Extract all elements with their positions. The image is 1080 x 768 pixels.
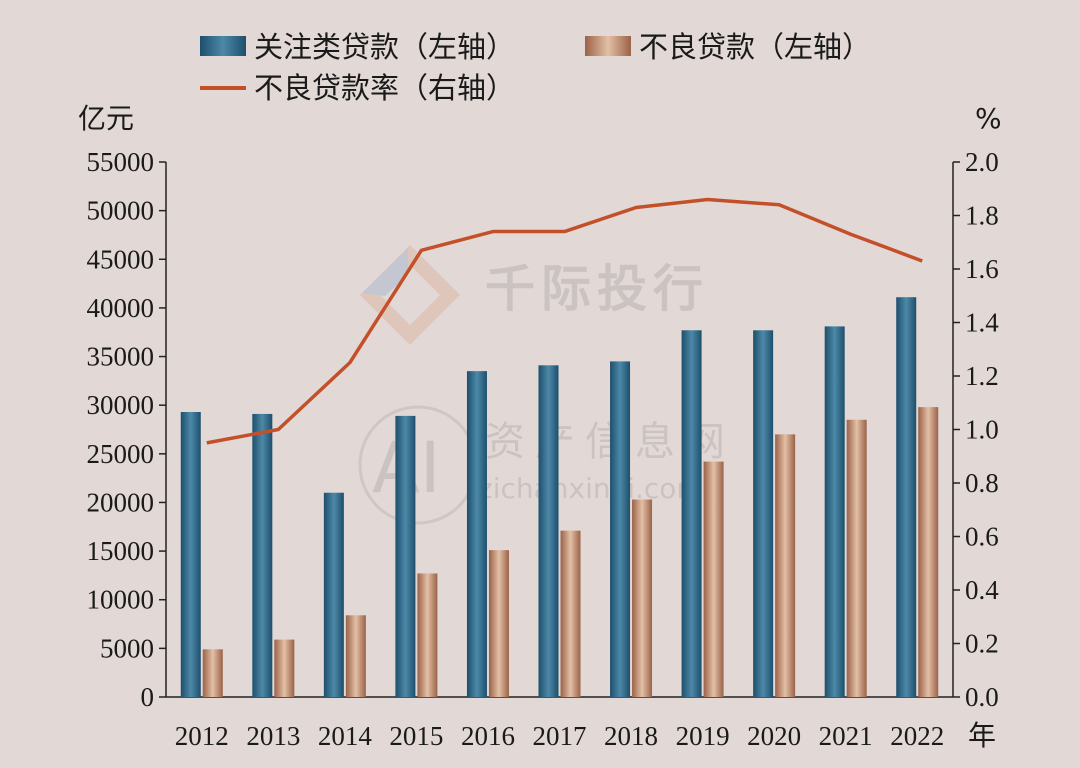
legend-swatch-blue xyxy=(200,36,246,56)
left-tick-label: 55000 xyxy=(87,147,155,177)
right-tick-label: 0.0 xyxy=(965,682,999,712)
bar-npl xyxy=(274,639,295,697)
left-axis-ticks: 0 5000 10000 15000 20000 25000 30000 35000 40000… xyxy=(87,147,166,712)
legend-label-0: 关注类贷款（左轴） xyxy=(254,30,515,64)
bar-npl xyxy=(417,573,438,697)
bar-attention-loans xyxy=(610,361,631,697)
left-tick-label: 50000 xyxy=(87,196,155,226)
bar-npl xyxy=(703,461,724,697)
right-tick-label: 1.8 xyxy=(965,201,999,231)
bar-attention-loans xyxy=(753,330,774,697)
bar-attention-loans xyxy=(466,371,487,697)
left-tick-label: 30000 xyxy=(87,390,155,420)
right-tick-label: 0.6 xyxy=(965,522,999,552)
left-tick-label: 15000 xyxy=(87,536,155,566)
watermark-logo-icon xyxy=(360,245,460,345)
left-tick-label: 40000 xyxy=(87,293,155,323)
left-axis-unit: 亿元 xyxy=(78,102,134,135)
bar-attention-loans xyxy=(896,297,917,697)
right-tick-label: 2.0 xyxy=(965,147,999,177)
x-tick-label: 2013 xyxy=(246,721,300,751)
right-axis-ticks: 0.0 0.2 0.4 0.6 0.8 1.0 1.2 1.4 1.6 1.8 2.0 xyxy=(953,147,999,712)
right-tick-label: 0.8 xyxy=(965,468,999,498)
bar-npl xyxy=(202,649,223,697)
right-tick-label: 1.2 xyxy=(965,361,999,391)
left-tick-label: 5000 xyxy=(100,633,154,663)
bar-attention-loans xyxy=(395,415,416,697)
x-tick-label: 2020 xyxy=(747,721,801,751)
legend-swatch-tan xyxy=(585,36,631,56)
bar-attention-loans xyxy=(538,365,559,697)
x-tick-label: 2022 xyxy=(890,721,944,751)
right-axis-unit: % xyxy=(975,102,1002,135)
x-axis-ticks: 2012 2013 2014 2015 2016 2017 2018 2019 2020 2021… xyxy=(175,721,944,751)
right-tick-label: 0.4 xyxy=(965,575,999,605)
bar-npl xyxy=(560,530,581,697)
x-tick-label: 2015 xyxy=(389,721,443,751)
bar-attention-loans xyxy=(323,492,344,697)
left-tick-label: 25000 xyxy=(87,439,155,469)
left-tick-label: 10000 xyxy=(87,585,155,615)
watermark-site-url: zichanxinxi.com xyxy=(478,472,704,505)
bar-npl xyxy=(775,434,796,697)
legend-label-2: 不良贷款率（右轴） xyxy=(254,71,515,105)
x-tick-label: 2021 xyxy=(819,721,873,751)
x-tick-label: 2012 xyxy=(175,721,229,751)
bar-npl xyxy=(345,615,366,697)
line-series xyxy=(206,197,923,445)
left-tick-label: 20000 xyxy=(87,487,155,517)
left-tick-label: 0 xyxy=(141,682,155,712)
legend: 关注类贷款（左轴） 不良贷款（左轴） 不良贷款率（右轴） xyxy=(200,30,871,105)
watermark-brand: 千际投行 xyxy=(485,260,709,318)
bar-npl xyxy=(632,499,653,697)
right-tick-label: 1.0 xyxy=(965,415,999,445)
bar-attention-loans xyxy=(252,413,273,697)
bar-npl xyxy=(918,407,939,697)
right-tick-label: 0.2 xyxy=(965,629,999,659)
left-tick-label: 45000 xyxy=(87,244,155,274)
x-axis-unit: 年 xyxy=(968,719,996,752)
x-tick-label: 2019 xyxy=(676,721,730,751)
x-tick-label: 2017 xyxy=(533,721,587,751)
bar-attention-loans xyxy=(180,411,201,697)
bar-npl xyxy=(488,550,509,697)
npl-ratio-line xyxy=(206,197,923,445)
x-tick-label: 2018 xyxy=(604,721,658,751)
bar-npl xyxy=(846,419,867,697)
bar-attention-loans xyxy=(824,326,845,697)
legend-label-1: 不良贷款（左轴） xyxy=(639,30,871,64)
right-tick-label: 1.4 xyxy=(965,308,999,338)
bars xyxy=(180,297,939,697)
x-tick-label: 2016 xyxy=(461,721,515,751)
x-tick-label: 2014 xyxy=(318,721,373,751)
left-tick-label: 35000 xyxy=(87,342,155,372)
right-tick-label: 1.6 xyxy=(965,254,999,284)
bar-attention-loans xyxy=(681,330,702,697)
